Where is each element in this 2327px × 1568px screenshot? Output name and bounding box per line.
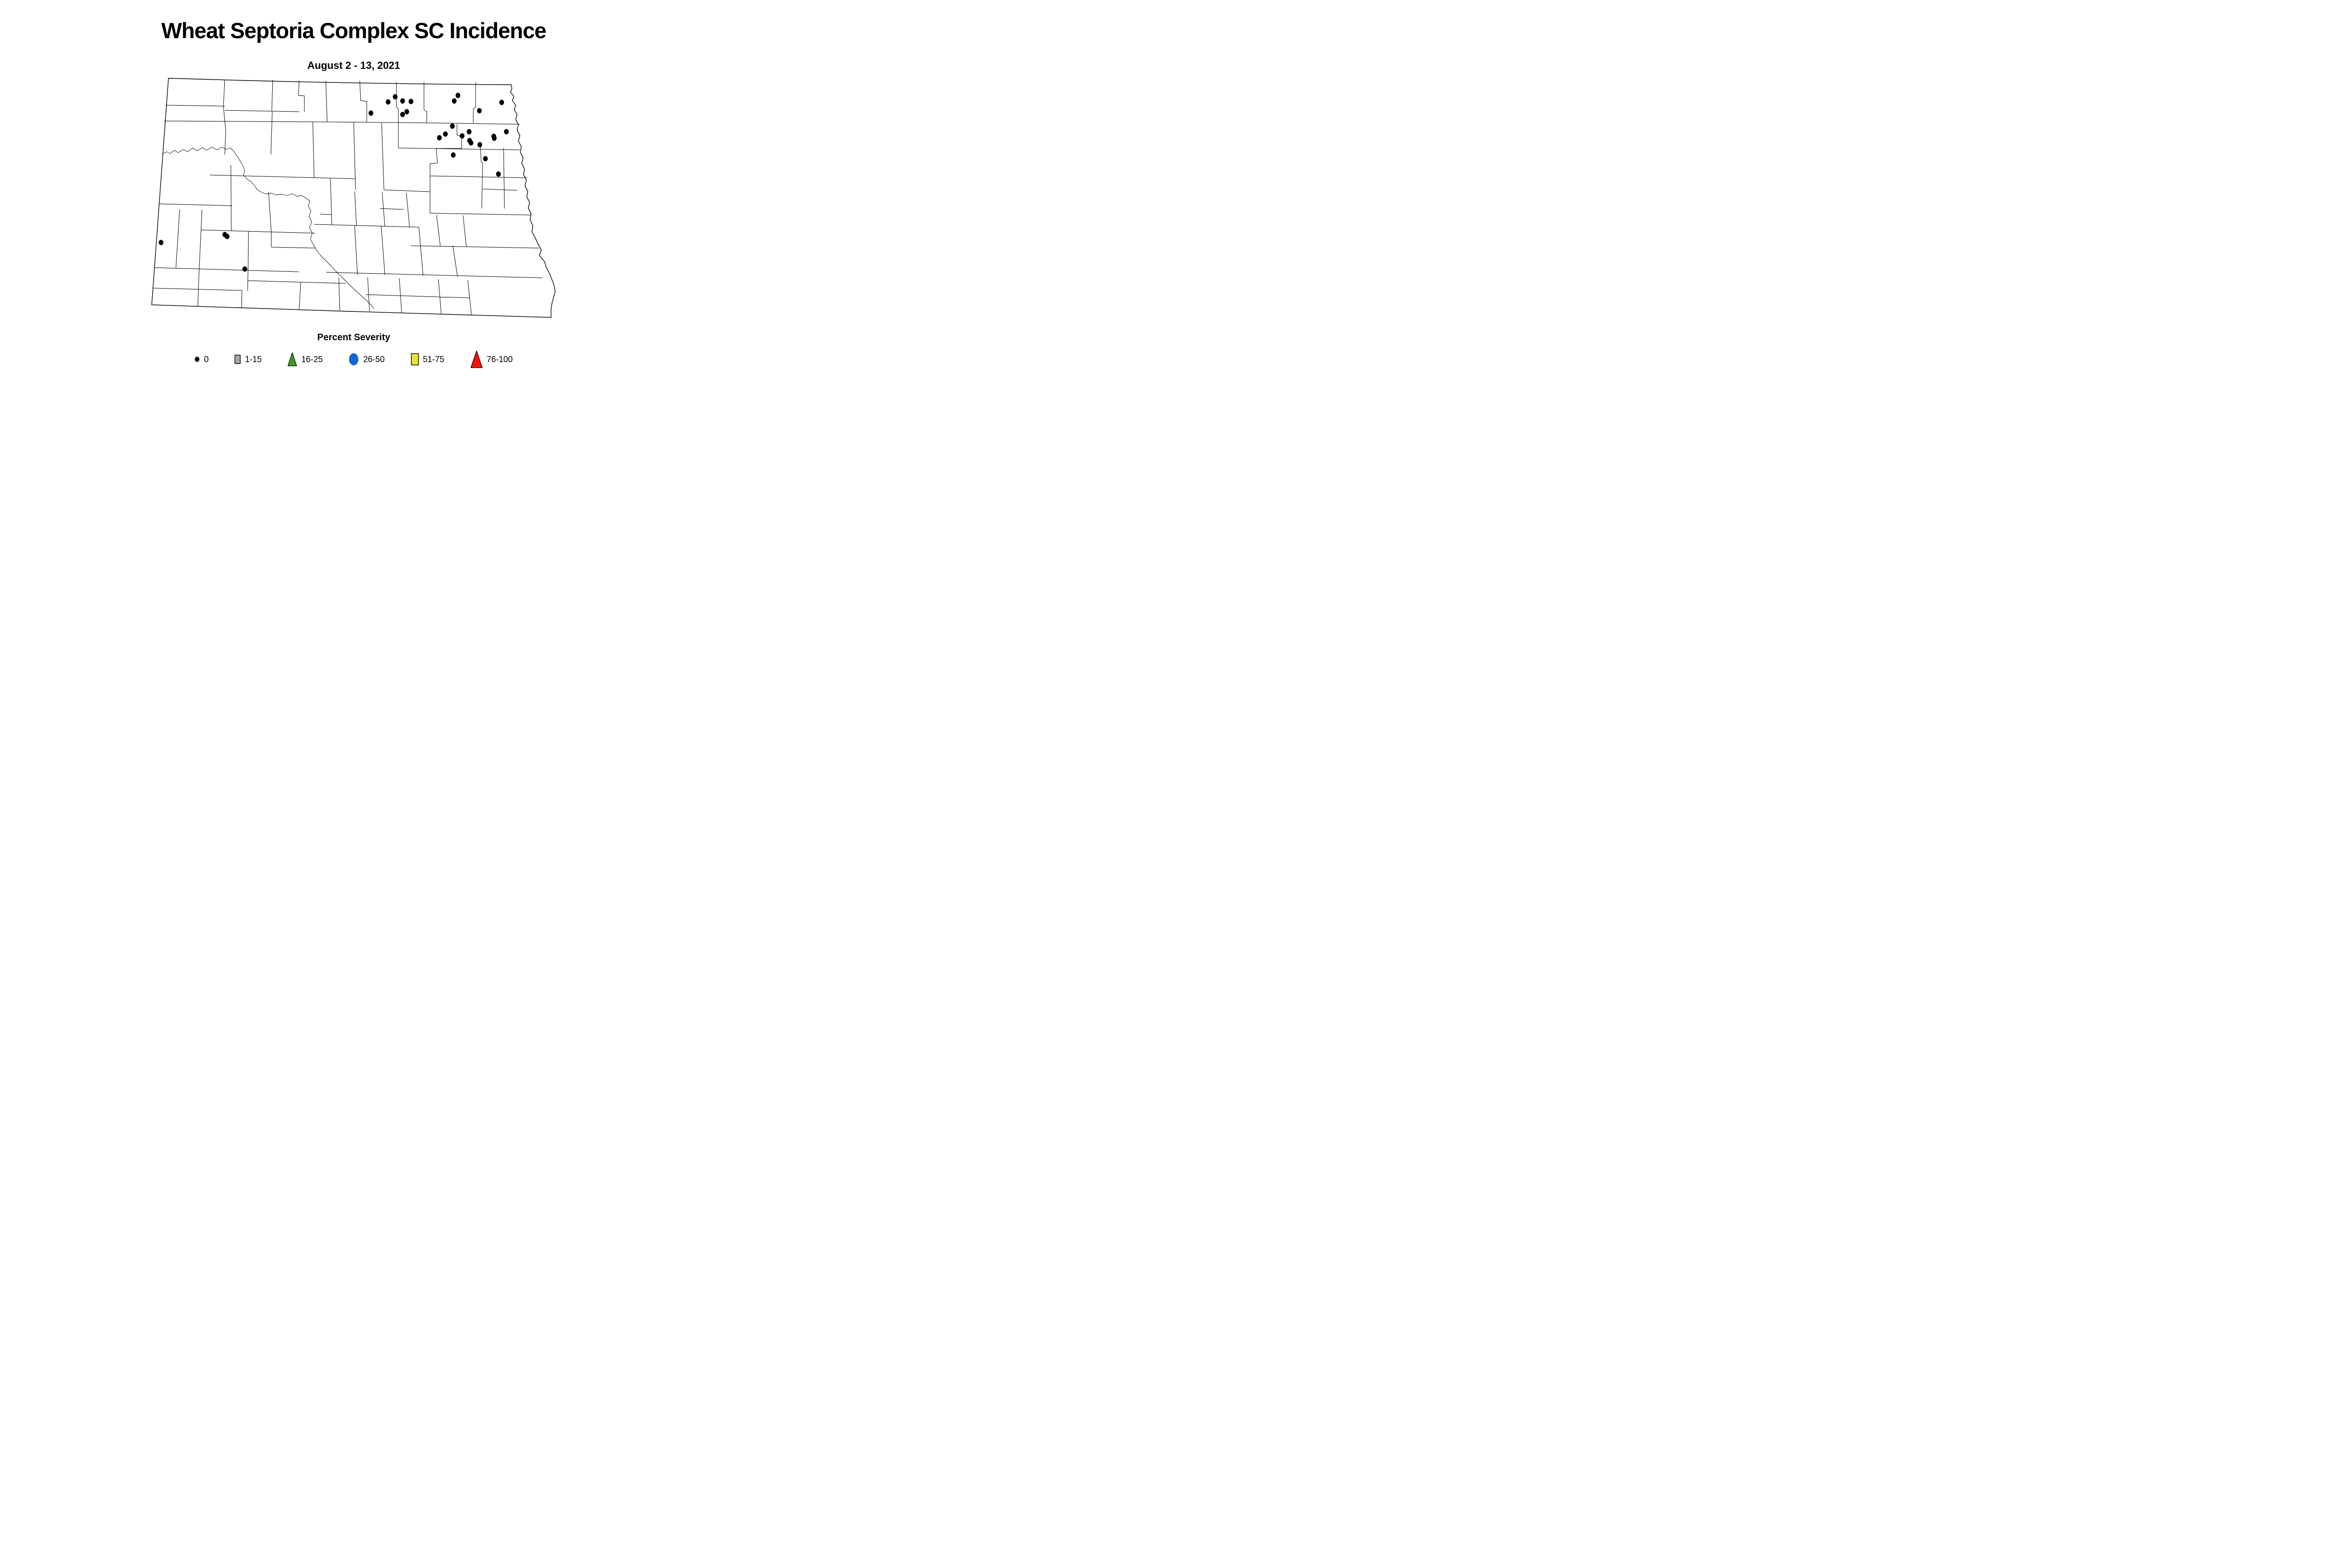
data-point (392, 94, 398, 100)
data-point (504, 129, 509, 135)
legend-item: 16-25 (288, 352, 323, 366)
legend-item-label: 16-25 (301, 354, 323, 364)
data-point (404, 109, 410, 114)
data-point (385, 99, 391, 105)
legend-item: 1-15 (235, 355, 262, 364)
data-point (477, 108, 482, 114)
legend-item-label: 0 (204, 354, 209, 364)
data-point (242, 266, 248, 272)
data-point (466, 129, 472, 135)
data-point (451, 98, 457, 104)
legend-item: 26-50 (349, 353, 385, 366)
legend-title: Percent Severity (317, 332, 390, 343)
legend-square-icon (235, 355, 241, 364)
data-point (483, 156, 488, 162)
data-point (468, 140, 474, 146)
page-subtitle: August 2 - 13, 2021 (307, 60, 400, 71)
legend-dot-icon (195, 357, 200, 362)
data-point (496, 171, 501, 177)
survey-points-layer (158, 93, 509, 272)
data-point (451, 152, 456, 158)
data-point (158, 240, 164, 245)
legend-item-label: 1-15 (245, 354, 262, 364)
legend-item-label: 51-75 (423, 354, 444, 364)
legend-triangle-icon (288, 352, 297, 366)
data-point (224, 234, 230, 239)
data-point (477, 142, 483, 148)
missouri-river (162, 147, 375, 309)
data-point (491, 135, 497, 141)
data-point (400, 98, 405, 104)
figure: Wheat Septoria Complex SC Incidence Augu… (0, 0, 751, 392)
legend-square-icon (410, 353, 419, 365)
data-point (499, 100, 504, 105)
legend-item-label: 26-50 (363, 354, 385, 364)
legend-item: 76-100 (470, 350, 513, 368)
data-point (450, 123, 455, 129)
data-point (455, 93, 461, 98)
legend-item: 0 (195, 355, 208, 364)
legend-item: 51-75 (410, 353, 444, 365)
legend-circle-icon (349, 353, 359, 365)
data-point (400, 112, 405, 117)
data-point (459, 133, 465, 139)
state-outline (151, 78, 556, 318)
page-title: Wheat Septoria Complex SC Incidence (161, 18, 547, 43)
legend: 0 1-15 16-25 26-50 51-75 76-100 (149, 346, 558, 372)
county-boundaries (153, 79, 543, 315)
data-point (408, 99, 414, 104)
nd-county-map (151, 78, 556, 318)
data-point (443, 131, 448, 137)
data-point (368, 110, 374, 116)
data-point (437, 135, 442, 141)
legend-item-label: 76-100 (486, 354, 513, 364)
legend-triangle-icon (470, 350, 483, 368)
